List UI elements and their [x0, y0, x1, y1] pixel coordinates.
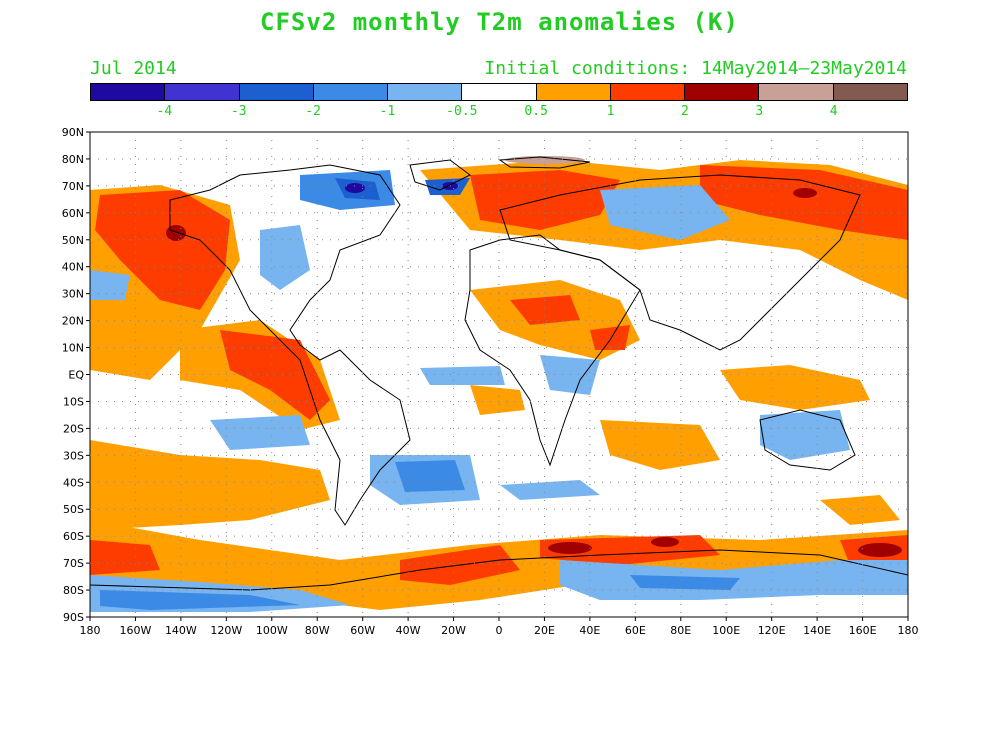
color-bar-segment [165, 84, 240, 100]
latitude-label: 30S [63, 449, 84, 462]
longitude-label: 40W [396, 624, 421, 637]
color-bar-segment [91, 84, 166, 100]
latitude-label: 90N [62, 126, 84, 139]
color-bar-label: -3 [230, 104, 247, 119]
color-bar-label: 3 [755, 104, 764, 119]
color-bar-segment [239, 84, 314, 100]
longitude-label: 100W [256, 624, 288, 637]
longitude-label: 80E [670, 624, 691, 637]
latitude-label: 60S [63, 530, 84, 543]
latitude-label: 70S [63, 557, 84, 570]
latitude-label: 10N [62, 342, 84, 355]
initial-conditions: Initial conditions: 14May2014–23May2014 [484, 58, 907, 79]
longitude-label: 40E [579, 624, 600, 637]
forecast-month: Jul 2014 [90, 58, 177, 79]
color-bar-label: 2 [680, 104, 689, 119]
longitude-label: 180 [898, 624, 919, 637]
longitude-labels: 180 160W 140W 120W 100W 80W 60W 40W 20W 0 20E 40E 60… [80, 624, 919, 637]
coastlines [90, 156, 908, 591]
grid-lines [86, 131, 909, 621]
color-bar [90, 83, 908, 101]
color-bar-label: 4 [829, 104, 838, 119]
map-title: CFSv2 monthly T2m anomalies (K) [260, 8, 739, 36]
longitude-label: 180 [80, 624, 101, 637]
longitude-label: 160E [849, 624, 877, 637]
color-bar-label: -0.5 [446, 104, 478, 119]
color-bar-label: -2 [305, 104, 321, 119]
longitude-label: 100E [712, 624, 740, 637]
latitude-label: 70N [62, 180, 84, 193]
latitude-label: 10S [63, 395, 84, 408]
longitude-label: 120E [758, 624, 786, 637]
latitude-label: 80N [62, 153, 84, 166]
color-bar-segment [833, 84, 907, 100]
longitude-label: 20E [534, 624, 555, 637]
color-bar-segment [536, 84, 611, 100]
color-bar-label: -1 [379, 104, 396, 119]
color-bar-segment [610, 84, 686, 100]
latitude-label: 20N [62, 315, 84, 328]
longitude-label: 20W [441, 624, 466, 637]
latitude-label: 50N [62, 234, 84, 247]
longitude-label: 160W [120, 624, 152, 637]
longitude-label: 80W [305, 624, 330, 637]
latitude-label: EQ [68, 369, 84, 382]
color-bar-label: -4 [156, 104, 173, 119]
color-bar-label: 0.5 [524, 104, 548, 119]
latitude-label: 20S [63, 422, 84, 435]
longitude-label: 60E [625, 624, 646, 637]
latitude-label: 60N [62, 207, 84, 220]
color-bar-segment [388, 84, 463, 100]
longitude-label: 140E [803, 624, 831, 637]
latitude-label: 40S [63, 476, 84, 489]
color-bar-segment [462, 84, 537, 100]
latitude-label: 40N [62, 261, 84, 274]
color-bar-segment [313, 84, 389, 100]
color-bar-segment [685, 84, 760, 100]
color-bar-label: 1 [606, 104, 615, 119]
latitude-label: 50S [63, 503, 84, 516]
color-bar-segment [759, 84, 834, 100]
latitude-label: 90S [63, 611, 84, 624]
latitude-labels: 90N 80N 70N 60N 50N 40N 30N 20N 10N EQ 10S 20S 30S 40… [62, 126, 85, 624]
longitude-label: 60W [350, 624, 375, 637]
latitude-label: 80S [63, 584, 84, 597]
longitude-label: 140W [165, 624, 197, 637]
longitude-label: 0 [496, 624, 503, 637]
longitude-label: 120W [210, 624, 242, 637]
latitude-label: 30N [62, 288, 84, 301]
